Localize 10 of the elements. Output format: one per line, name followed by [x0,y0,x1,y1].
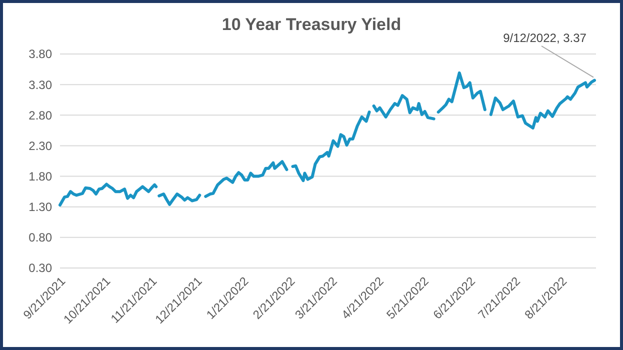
y-tick-label: 1.80 [28,169,52,184]
y-tick-label: 2.30 [28,138,52,153]
y-tick-label: 1.30 [28,200,52,214]
y-tick-label: 2.80 [28,108,52,122]
annotation: 9/12/2022, 3.37 [503,31,587,45]
chart-title: 10 Year Treasury Yield [222,15,402,34]
y-tick-label: 0.30 [28,261,52,276]
y-tick-label: 3.30 [28,78,52,92]
y-tick-label: 0.80 [28,230,52,245]
y-tick-label: 3.80 [28,47,52,62]
